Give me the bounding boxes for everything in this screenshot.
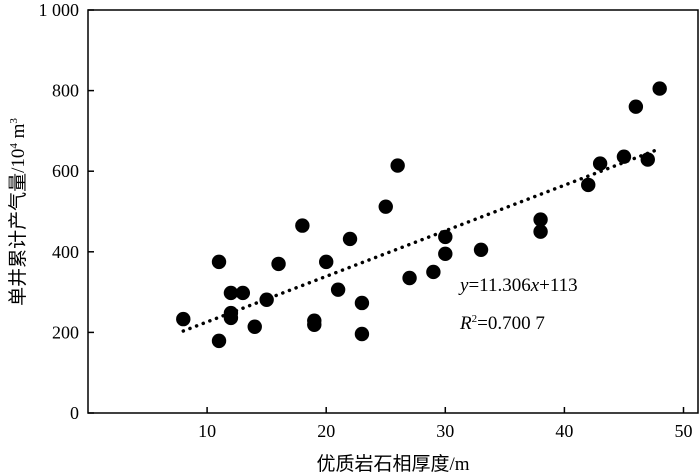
data-point (652, 81, 667, 96)
data-point (533, 224, 548, 239)
plot-area: 10 20 30 40 50 0 200 400 600 800 1 000 (39, 0, 699, 441)
x-tick-label: 20 (317, 421, 335, 441)
y-tick-label: 800 (52, 81, 79, 101)
data-point (235, 285, 251, 301)
data-point (628, 99, 644, 114)
x-tick-label: 50 (675, 421, 693, 441)
trend-line (181, 147, 662, 333)
data-point (592, 156, 608, 171)
x-tick-label: 40 (555, 421, 573, 441)
data-point (533, 212, 548, 227)
data-point (473, 242, 489, 257)
data-point (295, 218, 310, 233)
data-point (319, 254, 334, 270)
data-point (271, 256, 286, 272)
trend-equation: y=11.306x+113 (458, 275, 578, 296)
data-point (342, 231, 358, 247)
x-tick-label: 30 (436, 421, 454, 441)
data-point (354, 295, 370, 311)
data-point (307, 317, 322, 332)
y-tick-label: 600 (52, 161, 79, 181)
data-point (438, 229, 453, 245)
y-tick-label: 400 (52, 242, 79, 262)
data-point (581, 177, 596, 193)
data-point (259, 292, 274, 307)
y-tick-label: 1 000 (39, 0, 80, 20)
y-axis-label: 单井累计产气量/104 m3 (7, 118, 29, 306)
data-point (247, 319, 262, 334)
data-point (330, 282, 346, 297)
data-point (438, 246, 453, 262)
data-point (378, 199, 393, 214)
plot-frame (87, 9, 699, 414)
data-point (223, 310, 239, 326)
data-point (616, 149, 632, 164)
x-axis-label: 优质岩石相厚度/m (316, 453, 469, 475)
y-tick-label: 0 (70, 403, 79, 423)
data-point (354, 326, 370, 342)
data-point (176, 311, 191, 327)
y-tick-label: 200 (52, 322, 79, 342)
x-tick-label: 10 (198, 421, 216, 441)
r-squared: R2=0.700 7 (459, 313, 545, 334)
data-point (211, 254, 227, 270)
data-point (211, 333, 227, 349)
data-point (640, 152, 655, 167)
data-point (402, 270, 417, 286)
data-point (223, 285, 239, 301)
data-point (426, 264, 441, 280)
data-point (390, 158, 405, 173)
